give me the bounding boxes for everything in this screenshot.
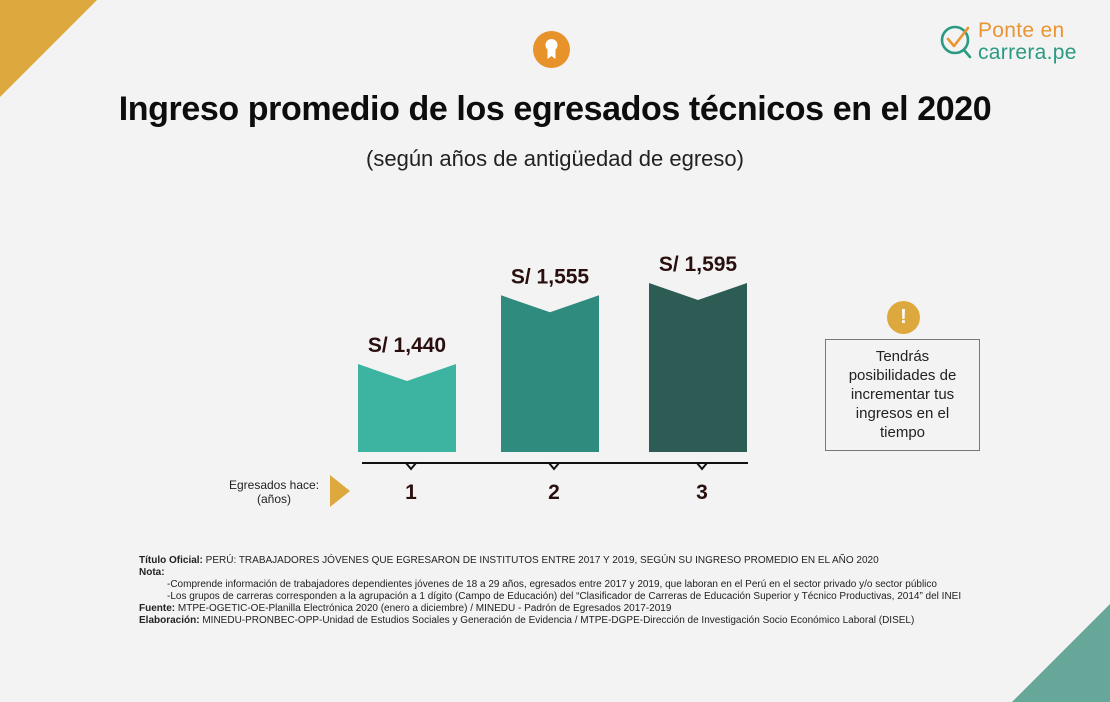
brand-logo[interactable]: Ponte en carrera.pe [940,20,1100,70]
callout-box: Tendrás posibilidades de incrementar tus… [825,339,980,451]
category-label-2: 2 [548,481,560,504]
axis-tick-1 [405,462,417,471]
value-label-3: S/ 1,595 [659,253,738,276]
axis-tick-2 [548,462,560,471]
axis-tick-3 [696,462,708,471]
x-axis-label-text: Egresados hace: (años) [228,478,320,506]
bar-3 [649,283,747,452]
footer-elaboracion: Elaboración: MINEDU-PRONBEC-OPP-Unidad d… [139,615,915,626]
footer-nota-1: -Comprende información de trabajadores d… [167,579,937,590]
value-label-1: S/ 1,440 [368,334,446,357]
footer-fuente: Fuente: MTPE-OGETIC-OE-Planilla Electrón… [139,603,672,614]
bar-2 [501,295,599,452]
medal-icon [533,31,570,68]
x-axis-label: Egresados hace: (años) [224,478,324,506]
exclamation-icon: ! [887,301,920,334]
value-label-2: S/ 1,555 [511,265,590,288]
logo-line-2: carrera.pe [978,41,1077,64]
bar-1 [358,364,456,452]
chart-title: Ingreso promedio de los egresados técnic… [118,90,992,128]
chart-subtitle: (según años de antigüedad de egreso) [366,146,744,171]
corner-decoration-bottom-right [1012,604,1110,702]
callout-text: Tendrás posibilidades de incrementar tus… [848,348,957,441]
footer-nota-label: Nota: [139,567,165,578]
category-label-1: 1 [405,481,417,504]
footer-notes: Título Oficial: PERÚ: TRABAJADORES JÓVEN… [139,555,961,627]
footer-nota-2: -Los grupos de carreras corresponden a l… [167,591,962,602]
category-label-3: 3 [696,481,708,504]
check-magnifier-icon [940,25,972,59]
corner-decoration-top-left [0,0,97,97]
footer-titulo: Título Oficial: PERÚ: TRABAJADORES JÓVEN… [139,555,879,566]
logo-line-1: Ponte en [978,19,1065,42]
triangle-arrow-icon [330,475,350,507]
